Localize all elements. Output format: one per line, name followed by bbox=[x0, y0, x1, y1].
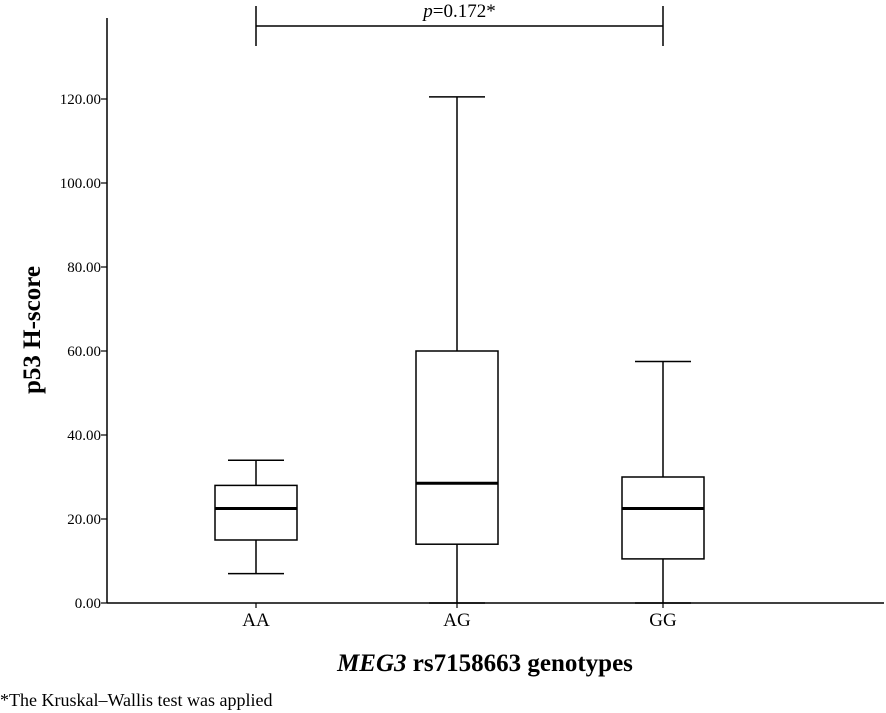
iqr-box bbox=[621, 476, 705, 560]
x-axis-label: MEG3 rs7158663 genotypes bbox=[336, 650, 633, 677]
box-aa bbox=[214, 459, 298, 575]
y-axis-label: p53 H-score bbox=[19, 266, 46, 394]
x-axis-categories: AA AG GG bbox=[242, 603, 677, 631]
footnote: *The Kruskal–Wallis test was applied bbox=[0, 690, 273, 710]
x-axis-label-rest: rs7158663 genotypes bbox=[407, 650, 634, 677]
significance-bracket: p=0.172* bbox=[255, 1, 664, 46]
y-tick-label: 60.00 bbox=[67, 344, 101, 360]
iqr-box bbox=[214, 484, 298, 541]
y-tick-label: 100.00 bbox=[60, 176, 101, 192]
iqr-box bbox=[415, 350, 499, 545]
y-tick-label: 0.00 bbox=[75, 596, 101, 612]
x-tick-label: GG bbox=[649, 610, 677, 631]
p-value: =0.172* bbox=[433, 1, 496, 22]
box-gg bbox=[621, 360, 705, 604]
y-axis-ticks: 0.00 20.00 40.00 60.00 80.00 100.00 120.00 bbox=[60, 92, 107, 612]
y-tick-label: 40.00 bbox=[67, 428, 101, 444]
p-value-label: p=0.172* bbox=[421, 1, 495, 22]
x-axis-label-italic: MEG3 bbox=[336, 650, 406, 677]
box-ag bbox=[415, 96, 499, 604]
x-tick-label: AG bbox=[443, 610, 471, 631]
box-series bbox=[214, 96, 705, 604]
x-tick-label: AA bbox=[242, 610, 270, 631]
p-symbol: p bbox=[421, 1, 433, 22]
y-tick-label: 20.00 bbox=[67, 512, 101, 528]
y-tick-label: 80.00 bbox=[67, 260, 101, 276]
y-tick-label: 120.00 bbox=[60, 92, 101, 108]
